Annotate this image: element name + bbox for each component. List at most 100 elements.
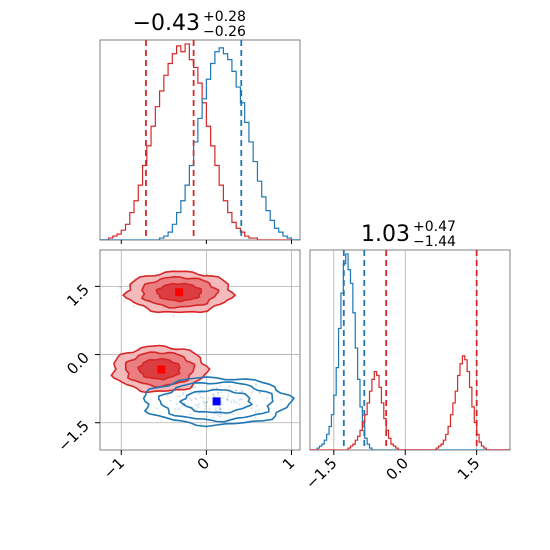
contour-series-2-level-0: [142, 376, 296, 428]
contour-panel-xtick-label: 1: [279, 454, 298, 473]
contour-sample-point: [172, 314, 175, 317]
contour-sample-point: [280, 398, 283, 401]
contour-sample-point: [240, 389, 243, 392]
hist-panel-2-title-upper: +0.47: [413, 219, 456, 235]
contour-sample-point: [192, 386, 195, 389]
contour-sample-point: [217, 394, 220, 396]
contour-sample-point: [194, 386, 197, 389]
contour-sample-point: [178, 395, 181, 397]
contour-sample-point: [123, 300, 126, 303]
contour-sample-point: [181, 393, 184, 396]
contour-series-2-level-1: [157, 381, 274, 423]
contour-sample-point: [181, 404, 184, 407]
contour-sample-point: [218, 415, 221, 418]
contour-sample-point: [214, 407, 217, 410]
contour-sample-point: [232, 413, 235, 416]
contour-sample-point: [220, 413, 223, 416]
contour-panel-xtick-label: −1: [100, 454, 128, 482]
contour-sample-point: [194, 397, 197, 400]
contour-sample-point: [203, 401, 206, 404]
contour-sample-point: [238, 399, 240, 401]
contour-sample-point: [204, 405, 207, 408]
contour-sample-point: [218, 406, 221, 409]
contour-sample-point: [212, 387, 215, 389]
contour-panel-xtick-label: 0: [194, 454, 213, 473]
contour-sample-point: [216, 414, 219, 417]
contour-sample-point: [194, 408, 197, 411]
hist-panel-2-xtick-label: −1.5: [302, 454, 340, 492]
contour-sample-point: [230, 400, 233, 403]
hist-panel-1-title-value: −0.43: [133, 11, 200, 36]
contour-sample-point: [214, 409, 217, 412]
contour-sample-point: [218, 408, 221, 411]
hist-panel-2-frame: [309, 249, 511, 451]
hist-panel-1-series-0-histogram: [100, 43, 300, 240]
contour-sample-point: [183, 402, 186, 404]
contour-sample-point: [235, 389, 237, 391]
contour-sample-point: [218, 413, 221, 416]
contour-sample-point: [238, 403, 241, 406]
contour-sample-point: [200, 396, 203, 399]
hist-panel-1-frame: [99, 39, 301, 241]
contour-sample-point: [195, 398, 198, 400]
contour-sample-point: [213, 395, 216, 398]
contour-sample-point: [198, 403, 201, 405]
contour-sample-point: [259, 391, 261, 394]
contour-sample-point: [227, 399, 229, 401]
contour-sample-point: [212, 393, 215, 396]
hist-panel-1-series-1-histogram: [100, 47, 300, 240]
contour-sample-point: [174, 408, 177, 410]
contour-sample-point: [133, 277, 136, 280]
contour-sample-point: [175, 403, 178, 406]
hist-panel-2-ticks: −1.5 0.0 1.5: [302, 450, 483, 493]
contour-sample-point: [190, 399, 193, 402]
contour-series-2-level-2: [178, 388, 254, 414]
hist-panel-2-xtick-label: 1.5: [454, 454, 484, 484]
contour-sample-point: [202, 397, 205, 400]
contour-sample-point: [200, 423, 203, 425]
contour-sample-point: [233, 401, 235, 404]
hist-panel-1-title-upper: +0.28: [203, 9, 246, 25]
contour-sample-point: [217, 391, 220, 394]
contour-sample-point: [206, 273, 209, 276]
contour-marker-1: [157, 365, 166, 374]
contour-sample-point: [228, 385, 231, 388]
contour-panel: −1 0 1 1.5 0.0 −1.5: [54, 249, 301, 482]
hist-panel-1: −0.43 +0.28 −0.26: [99, 9, 301, 244]
hist-panel-2-title-value: 1.03: [361, 222, 410, 247]
hist-panel-2-plot: [310, 250, 510, 450]
contour-sample-point: [197, 393, 200, 395]
hist-panel-2-title-lower: −1.44: [413, 234, 456, 250]
contour-sample-point: [254, 416, 257, 419]
contour-sample-point: [241, 390, 244, 393]
contour-sample-point: [194, 404, 197, 407]
hist-panel-1-title-lower: −0.26: [203, 24, 246, 40]
contour-sample-point: [251, 390, 254, 393]
contour-sample-point: [201, 389, 203, 391]
contour-sample-point: [250, 407, 253, 410]
contour-sample-point: [234, 389, 237, 392]
contour-sample-point: [235, 401, 238, 404]
contour-sample-point: [206, 401, 209, 403]
contour-sample-point: [119, 286, 122, 289]
contour-sample-point: [233, 399, 236, 402]
contour-sample-point: [220, 408, 222, 411]
contour-sample-point: [225, 398, 228, 400]
contour-sample-point: [189, 413, 192, 415]
contour-sample-point: [176, 395, 179, 398]
contour-sample-point: [254, 411, 257, 414]
contour-sample-point: [254, 410, 257, 413]
contour-panel-ytick-label: −1.5: [54, 417, 92, 455]
contour-sample-point: [206, 384, 209, 387]
contour-sample-point: [205, 401, 208, 404]
contour-panel-ytick-label: 1.5: [63, 280, 93, 310]
contour-sample-point: [133, 305, 135, 308]
contour-panel-ytick-label: 0.0: [63, 349, 93, 379]
contour-sample-point: [266, 397, 268, 399]
contour-sample-point: [258, 391, 261, 394]
contour-sample-point: [212, 416, 215, 419]
hist-panel-1-plot: [100, 40, 300, 240]
contour-sample-point: [221, 403, 223, 406]
contour-sample-point: [226, 398, 229, 401]
